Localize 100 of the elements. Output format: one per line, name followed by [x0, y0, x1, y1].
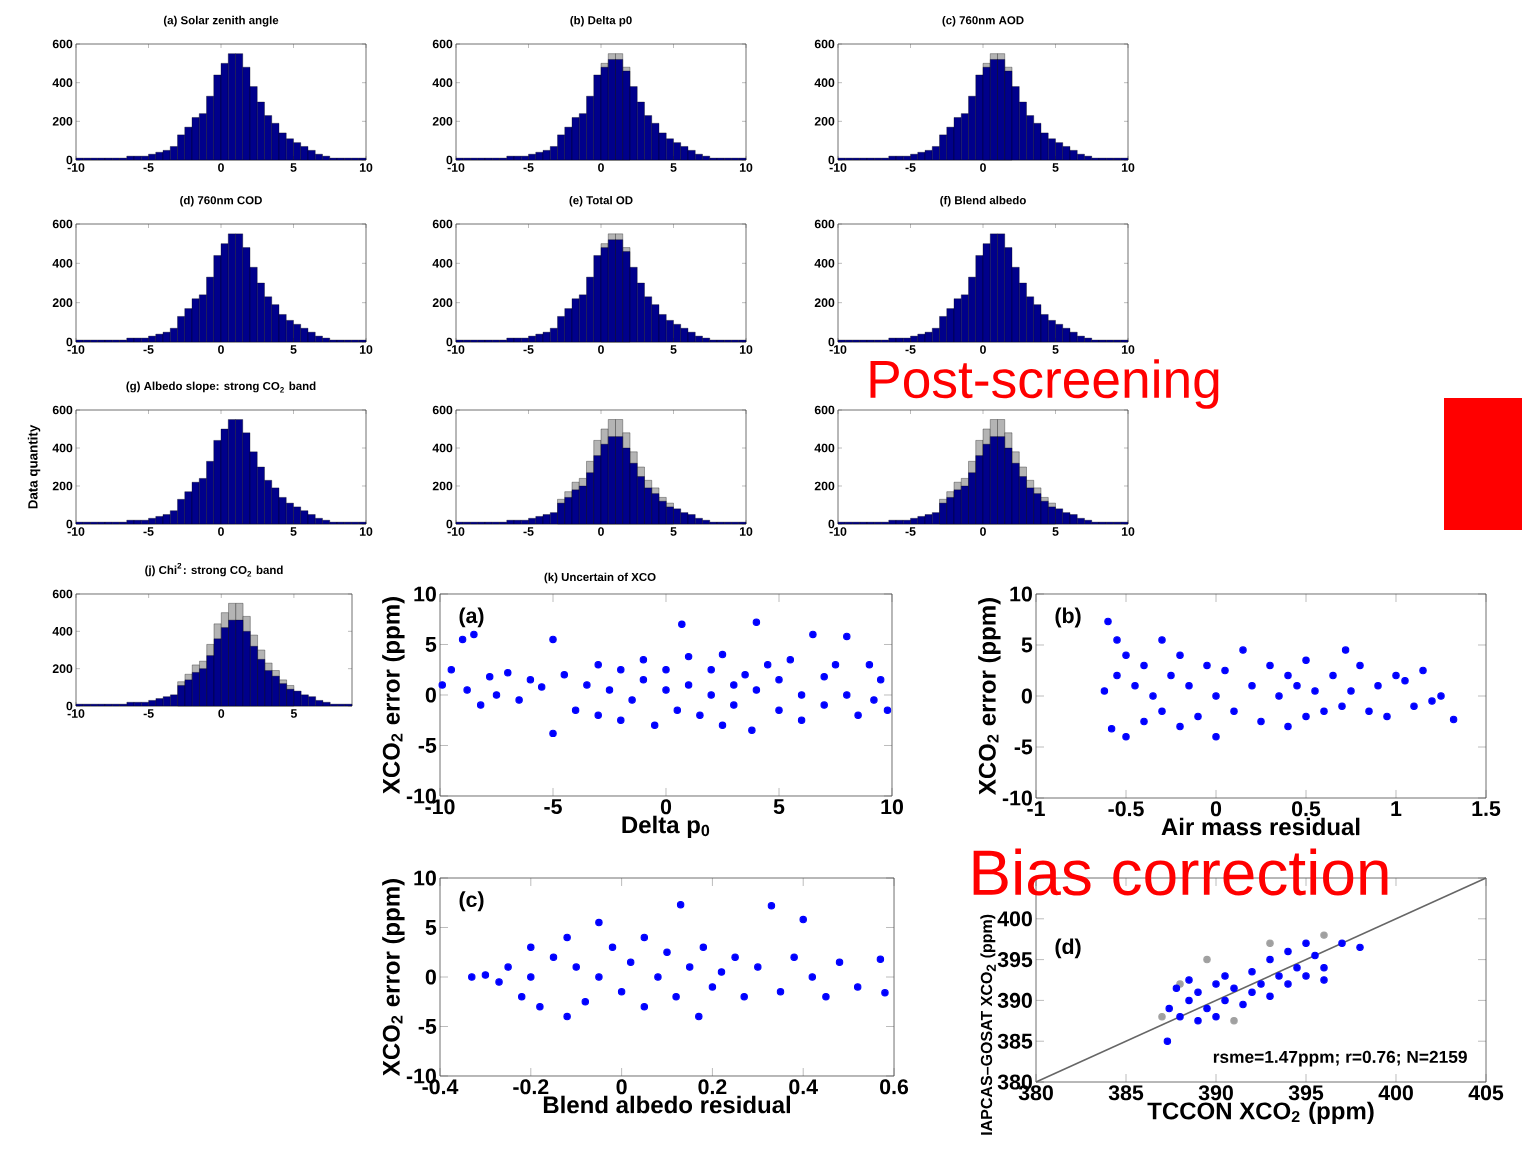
y-tick-label: -5	[1014, 739, 1033, 755]
point	[1266, 661, 1274, 670]
point	[481, 971, 490, 979]
point	[1410, 702, 1418, 710]
annotation: (b)	[1055, 607, 1081, 628]
point	[1140, 717, 1148, 726]
point	[447, 666, 456, 674]
point	[695, 1012, 703, 1021]
point	[495, 978, 503, 986]
point	[786, 655, 795, 664]
point	[1230, 1017, 1238, 1025]
point	[1338, 702, 1346, 710]
y-tick-label: 400	[997, 911, 1032, 927]
x-axis-title: TCCON XCO$_{2}$ (ppm)	[1147, 1101, 1374, 1125]
point	[527, 973, 535, 981]
point	[754, 963, 762, 971]
point	[1320, 707, 1328, 716]
point	[583, 681, 591, 689]
point	[1122, 651, 1130, 659]
y-tick-label: 390	[997, 992, 1032, 1008]
point	[594, 660, 602, 669]
point	[1365, 707, 1373, 716]
point	[1100, 687, 1109, 695]
x-tick-label: 395	[1288, 1085, 1324, 1101]
point	[684, 652, 693, 661]
point	[1239, 646, 1247, 654]
x-tick-label: -0.4	[422, 1079, 459, 1095]
point	[1165, 1004, 1173, 1013]
y-tick-label: 10	[414, 586, 436, 602]
point	[752, 618, 761, 627]
point	[640, 1002, 649, 1011]
point	[617, 666, 625, 674]
point	[536, 1002, 544, 1011]
y-axis-title: XCO$_{2}$ error (ppm)	[978, 598, 1001, 795]
y-tick-label: -5	[418, 1019, 437, 1034]
point	[639, 676, 648, 684]
point	[731, 953, 739, 961]
point	[1275, 972, 1283, 980]
point	[1266, 955, 1274, 964]
y-tick-label: 5	[425, 637, 437, 652]
point	[835, 958, 844, 966]
point	[1320, 964, 1328, 972]
point	[549, 635, 557, 644]
point	[673, 706, 682, 714]
x-tick-label: 0.2	[698, 1079, 727, 1095]
point	[883, 706, 892, 714]
point	[485, 673, 494, 681]
point	[470, 630, 478, 639]
point	[1311, 951, 1319, 960]
point	[776, 988, 785, 996]
point	[748, 726, 756, 735]
x-axis-title: Air mass residual	[1161, 817, 1360, 836]
point	[1140, 661, 1148, 670]
point	[476, 701, 485, 709]
point	[1107, 724, 1116, 733]
point	[707, 666, 715, 674]
point	[708, 983, 717, 991]
point	[1221, 972, 1229, 980]
point	[718, 721, 727, 730]
annotation: (a)	[459, 607, 484, 628]
point	[1239, 1000, 1247, 1009]
point	[572, 963, 580, 971]
x-tick-label: 0.4	[789, 1079, 818, 1095]
point	[549, 953, 558, 961]
point	[730, 701, 738, 709]
point	[881, 989, 889, 997]
point	[1221, 996, 1229, 1005]
point	[1185, 682, 1193, 690]
point	[775, 706, 783, 714]
point	[1131, 682, 1139, 690]
point	[678, 620, 686, 629]
point	[865, 660, 874, 669]
point	[1248, 682, 1256, 690]
point	[730, 681, 738, 689]
point	[696, 711, 704, 719]
point	[468, 973, 476, 981]
point	[463, 686, 471, 694]
point	[504, 669, 512, 677]
point	[560, 671, 569, 679]
point	[1275, 692, 1283, 700]
point	[718, 650, 727, 659]
point	[1185, 996, 1193, 1005]
point	[1419, 666, 1427, 675]
point	[854, 711, 862, 719]
point	[526, 676, 535, 684]
point	[672, 993, 680, 1001]
point	[1356, 661, 1364, 670]
point	[537, 683, 546, 691]
point	[1158, 636, 1166, 644]
point	[626, 958, 635, 966]
point	[1158, 707, 1166, 716]
point	[595, 973, 603, 981]
point	[1176, 651, 1184, 659]
point	[504, 963, 512, 971]
text: Post-screening	[870, 359, 1219, 409]
point	[740, 993, 748, 1001]
point	[1401, 676, 1409, 685]
point	[685, 963, 694, 971]
point	[639, 655, 648, 664]
point	[1212, 692, 1220, 700]
